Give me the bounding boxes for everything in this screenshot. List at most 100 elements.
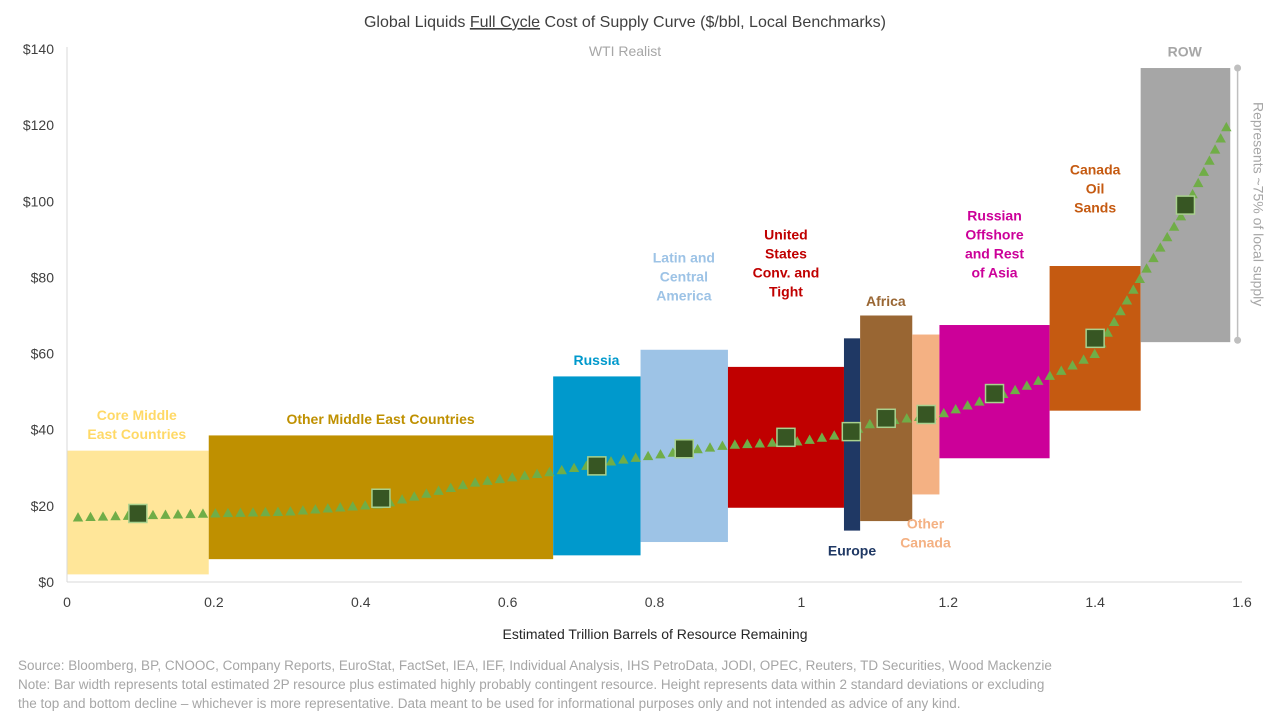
curve-point bbox=[322, 503, 334, 513]
marker-other-canada bbox=[916, 404, 936, 425]
y-tick-label: $120 bbox=[23, 117, 54, 133]
y-tick-label: $40 bbox=[31, 422, 55, 438]
curve-point bbox=[335, 502, 346, 512]
curve-point bbox=[396, 494, 408, 504]
curve-point bbox=[1168, 221, 1180, 231]
marker-latin-central-america bbox=[674, 439, 694, 459]
x-tick-label: 0.2 bbox=[204, 594, 224, 610]
marker-united-states bbox=[776, 427, 796, 448]
label-africa: Africa bbox=[866, 293, 906, 309]
label-latin-central-america: Latin and Central America bbox=[653, 249, 715, 303]
curve-point bbox=[110, 510, 121, 521]
curve-point bbox=[1193, 177, 1204, 188]
x-tick-label: 0.6 bbox=[498, 594, 518, 610]
marker-core-middle-east bbox=[128, 503, 148, 524]
curve-point bbox=[692, 443, 703, 454]
curve-point bbox=[568, 462, 580, 473]
curve-point bbox=[950, 404, 961, 414]
note-line-2: the top and bottom decline – whichever i… bbox=[18, 696, 961, 711]
curve-point bbox=[1009, 384, 1021, 395]
label-other-middle-east: Other Middle East Countries bbox=[286, 411, 474, 427]
curve-point bbox=[297, 505, 309, 515]
label-canada-oil-sands: Canada Oil Sands bbox=[1070, 162, 1121, 216]
curve-point bbox=[655, 449, 666, 459]
curve-point bbox=[1204, 155, 1215, 165]
curve-point bbox=[285, 506, 296, 516]
curve-point bbox=[185, 508, 196, 519]
cost-boxes bbox=[67, 68, 1231, 575]
curve-point bbox=[1102, 327, 1113, 337]
marker-canada-oil-sands bbox=[1085, 328, 1105, 349]
local-supply-bracket: Represents ~75% of local supply bbox=[1234, 64, 1267, 344]
curve-point bbox=[717, 440, 728, 450]
curve-point bbox=[260, 506, 271, 517]
curve-point bbox=[433, 485, 444, 495]
curve-point bbox=[457, 479, 469, 490]
supply-curve-chart: Global Liquids Full Cycle Cost of Supply… bbox=[23, 14, 1267, 642]
curve-point bbox=[754, 438, 765, 448]
y-tick-label: $60 bbox=[31, 346, 55, 362]
label-russian-offshore-asia: Russian Offshore and Rest of Asia bbox=[965, 207, 1024, 280]
curve-point bbox=[630, 452, 641, 462]
bracket-end-top bbox=[1234, 64, 1242, 72]
curve-point bbox=[938, 407, 949, 418]
x-tick-label: 1.4 bbox=[1085, 594, 1105, 610]
x-tick-label: 0 bbox=[63, 594, 71, 610]
curve-point bbox=[1078, 354, 1089, 364]
curve-point bbox=[469, 477, 481, 487]
curve-point bbox=[210, 508, 221, 518]
bracket-end-bottom bbox=[1234, 336, 1242, 344]
marker-row bbox=[1175, 195, 1196, 215]
y-tick-label: $0 bbox=[38, 574, 54, 590]
segment-labels: Core Middle East Countries Other Middle Ea… bbox=[87, 44, 1202, 559]
marker-africa bbox=[876, 408, 896, 429]
curve-point bbox=[235, 507, 246, 517]
curve-point bbox=[962, 400, 973, 410]
y-tick-label: $140 bbox=[23, 41, 54, 57]
wti-realist-label: WTI Realist bbox=[589, 43, 661, 59]
curve-point bbox=[347, 501, 358, 511]
curve-point bbox=[494, 473, 506, 484]
curve-point bbox=[507, 472, 518, 482]
curve-point bbox=[445, 482, 456, 492]
average-cost-markers bbox=[128, 195, 1196, 524]
curve-point bbox=[767, 437, 778, 447]
label-europe: Europe bbox=[828, 542, 876, 558]
curve-point bbox=[618, 454, 629, 464]
curve-point bbox=[816, 432, 828, 442]
curve-point bbox=[531, 468, 543, 478]
curve-point bbox=[1141, 263, 1152, 273]
curve-point bbox=[247, 507, 259, 517]
curve-point bbox=[1021, 380, 1033, 390]
curve-point bbox=[172, 509, 184, 519]
curve-point bbox=[556, 464, 567, 475]
x-tick-label: 1 bbox=[797, 594, 805, 610]
marker-russian-offshore-asia bbox=[984, 383, 1005, 404]
curve-point bbox=[704, 442, 716, 452]
curve-point bbox=[1198, 166, 1210, 176]
curve-point bbox=[1115, 305, 1126, 316]
marker-other-middle-east bbox=[371, 488, 391, 508]
curve-point bbox=[901, 413, 912, 423]
curve-point bbox=[605, 456, 617, 466]
curve-point bbox=[974, 396, 985, 406]
x-tick-label: 0.4 bbox=[351, 594, 371, 610]
curve-point bbox=[1121, 295, 1133, 305]
note-line-1: Note: Bar width represents total estimat… bbox=[18, 677, 1045, 692]
curve-point bbox=[1162, 231, 1173, 242]
curve-point bbox=[147, 509, 159, 520]
curve-point bbox=[1221, 121, 1232, 132]
curve-point bbox=[742, 438, 753, 449]
curve-point bbox=[519, 470, 530, 480]
curve-point bbox=[1108, 316, 1120, 326]
source-note: Source: Bloomberg, BP, CNOOC, Company Re… bbox=[18, 658, 1052, 673]
curve-point bbox=[409, 491, 420, 501]
curve-point bbox=[197, 508, 209, 518]
label-russia: Russia bbox=[574, 352, 620, 368]
bracket-label: Represents ~75% of local supply bbox=[1251, 102, 1267, 306]
curve-point bbox=[85, 511, 96, 522]
curve-point bbox=[1033, 375, 1044, 385]
x-axis-title: Estimated Trillion Barrels of Resource R… bbox=[502, 626, 807, 642]
curve-point bbox=[97, 511, 109, 521]
curve-point bbox=[1134, 273, 1145, 284]
